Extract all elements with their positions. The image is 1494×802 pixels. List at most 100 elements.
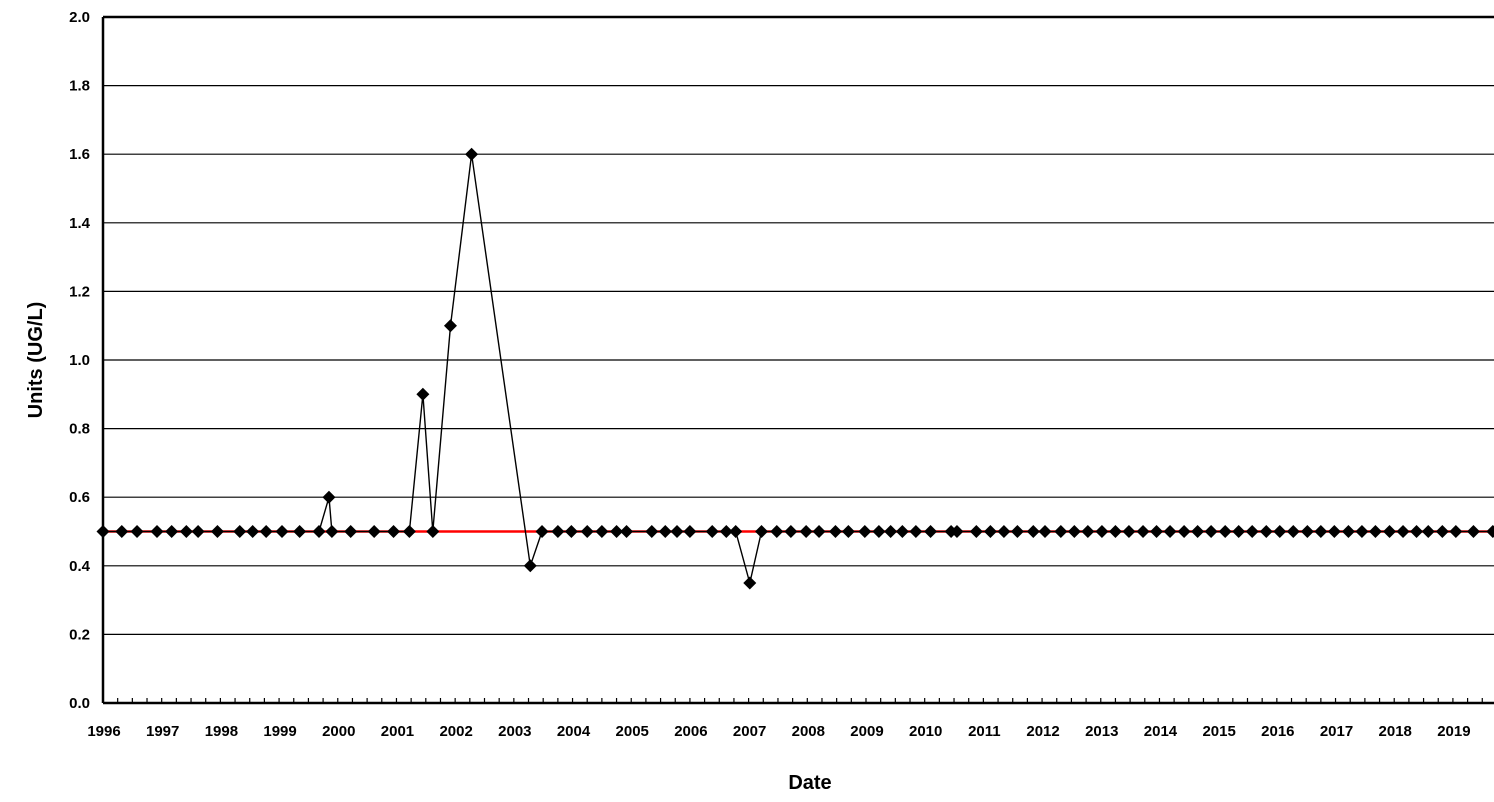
data-point — [1342, 525, 1355, 538]
y-tick-label: 0.8 — [69, 421, 90, 438]
data-point — [729, 525, 742, 538]
data-point — [325, 525, 338, 538]
y-tick-label: 1.8 — [69, 78, 90, 95]
x-tick-label: 2000 — [322, 723, 355, 740]
data-point — [536, 525, 549, 538]
data-point — [465, 148, 478, 161]
data-point — [551, 525, 564, 538]
y-tick-label: 1.0 — [69, 352, 90, 369]
data-point — [524, 559, 537, 572]
x-tick-label: 2017 — [1320, 723, 1353, 740]
data-point — [246, 525, 259, 538]
x-tick-label: 2002 — [439, 723, 472, 740]
data-point — [645, 525, 658, 538]
x-tick-label: 2001 — [381, 723, 414, 740]
data-point — [1068, 525, 1081, 538]
data-point — [1219, 525, 1232, 538]
data-point — [444, 319, 457, 332]
data-point — [293, 525, 306, 538]
data-point — [671, 525, 684, 538]
data-point — [1314, 525, 1327, 538]
data-point — [1287, 525, 1300, 538]
data-point — [659, 525, 672, 538]
data-point — [1369, 525, 1382, 538]
data-point — [426, 525, 439, 538]
y-tick-label: 2.0 — [69, 9, 90, 26]
data-point — [683, 525, 696, 538]
x-tick-label: 2010 — [909, 723, 942, 740]
data-point — [1246, 525, 1259, 538]
data-point — [896, 525, 909, 538]
data-point — [743, 576, 756, 589]
data-point — [1449, 525, 1462, 538]
x-tick-label: 2016 — [1261, 723, 1294, 740]
x-tick-label: 2019 — [1437, 723, 1470, 740]
data-point — [884, 525, 897, 538]
data-point — [192, 525, 205, 538]
y-tick-label: 1.6 — [69, 146, 90, 163]
x-tick-label: 2013 — [1085, 723, 1118, 740]
series-line — [103, 154, 1493, 583]
data-point — [115, 525, 128, 538]
data-point — [1486, 525, 1494, 538]
data-point — [416, 388, 429, 401]
data-point — [784, 525, 797, 538]
data-point — [1422, 525, 1435, 538]
data-point — [1467, 525, 1480, 538]
data-point — [1205, 525, 1218, 538]
x-tick-label: 2018 — [1379, 723, 1412, 740]
data-point — [344, 525, 357, 538]
data-point — [1328, 525, 1341, 538]
data-point — [312, 525, 325, 538]
data-point — [1260, 525, 1273, 538]
x-tick-label: 2009 — [850, 723, 883, 740]
data-point — [565, 525, 578, 538]
x-tick-label: 2005 — [616, 723, 649, 740]
y-tick-label: 0.4 — [69, 558, 91, 575]
data-point — [276, 525, 289, 538]
data-point — [211, 525, 224, 538]
data-point — [1011, 525, 1024, 538]
data-point — [403, 525, 416, 538]
data-point — [1383, 525, 1396, 538]
data-point — [909, 525, 922, 538]
x-tick-label: 2004 — [557, 723, 591, 740]
data-point — [131, 525, 144, 538]
x-tick-label: 2003 — [498, 723, 531, 740]
data-point — [1410, 525, 1423, 538]
data-point — [858, 525, 871, 538]
y-tick-label: 0.2 — [69, 626, 90, 643]
data-point — [755, 525, 768, 538]
data-point — [970, 525, 983, 538]
data-point — [1039, 525, 1052, 538]
data-point — [842, 525, 855, 538]
data-point — [813, 525, 826, 538]
data-point — [581, 525, 594, 538]
y-tick-label: 0.0 — [69, 695, 90, 712]
data-point — [1191, 525, 1204, 538]
x-tick-label: 2007 — [733, 723, 766, 740]
y-axis-title: Units (UG/L) — [25, 302, 47, 419]
gridlines — [103, 17, 1494, 634]
y-tick-label: 1.2 — [69, 283, 90, 300]
x-tick-label: 2015 — [1202, 723, 1235, 740]
x-axis-title: Date — [788, 772, 831, 794]
data-point — [770, 525, 783, 538]
data-point — [233, 525, 246, 538]
data-point — [1150, 525, 1163, 538]
data-point — [1095, 525, 1108, 538]
data-point — [1273, 525, 1286, 538]
data-point — [924, 525, 937, 538]
data-point — [1109, 525, 1122, 538]
data-point — [706, 525, 719, 538]
data-point — [595, 525, 608, 538]
x-tick-label: 2012 — [1026, 723, 1059, 740]
data-point — [1027, 525, 1040, 538]
x-tick-label: 1999 — [263, 723, 296, 740]
data-point — [1081, 525, 1094, 538]
data-point — [620, 525, 633, 538]
data-point — [1122, 525, 1135, 538]
